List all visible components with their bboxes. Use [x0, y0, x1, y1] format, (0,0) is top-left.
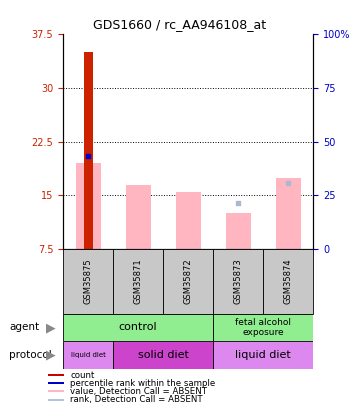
- Bar: [213, 314, 313, 341]
- Text: fetal alcohol
exposure: fetal alcohol exposure: [235, 318, 291, 337]
- Bar: [48, 374, 64, 376]
- Text: liquid diet: liquid diet: [71, 352, 105, 358]
- Text: GSM35873: GSM35873: [234, 259, 243, 304]
- Bar: [226, 213, 251, 249]
- Text: solid diet: solid diet: [138, 350, 189, 360]
- Bar: [63, 341, 113, 369]
- Bar: [163, 249, 213, 314]
- Bar: [213, 249, 263, 314]
- Text: ▶: ▶: [46, 348, 56, 361]
- Text: GSM35875: GSM35875: [84, 259, 93, 304]
- Bar: [263, 249, 313, 314]
- Text: rank, Detection Call = ABSENT: rank, Detection Call = ABSENT: [70, 395, 203, 405]
- Text: control: control: [119, 322, 157, 333]
- Text: protocol: protocol: [9, 350, 52, 360]
- Text: GSM35874: GSM35874: [284, 259, 293, 304]
- Bar: [48, 382, 64, 384]
- Bar: [213, 341, 313, 369]
- Bar: [76, 163, 100, 249]
- Text: GDS1660 / rc_AA946108_at: GDS1660 / rc_AA946108_at: [94, 18, 266, 31]
- Text: GSM35872: GSM35872: [184, 259, 193, 304]
- Text: agent: agent: [9, 322, 39, 333]
- Text: GSM35871: GSM35871: [134, 259, 143, 304]
- Bar: [48, 390, 64, 392]
- Bar: [48, 399, 64, 401]
- Bar: [126, 185, 150, 249]
- Bar: [176, 192, 201, 249]
- Text: percentile rank within the sample: percentile rank within the sample: [70, 379, 215, 388]
- Bar: [113, 341, 213, 369]
- Text: count: count: [70, 371, 95, 379]
- Bar: [63, 249, 113, 314]
- Bar: [84, 52, 93, 249]
- Bar: [276, 177, 301, 249]
- Bar: [113, 249, 163, 314]
- Text: liquid diet: liquid diet: [235, 350, 291, 360]
- Bar: [63, 314, 213, 341]
- Text: value, Detection Call = ABSENT: value, Detection Call = ABSENT: [70, 387, 207, 396]
- Text: ▶: ▶: [46, 321, 56, 334]
